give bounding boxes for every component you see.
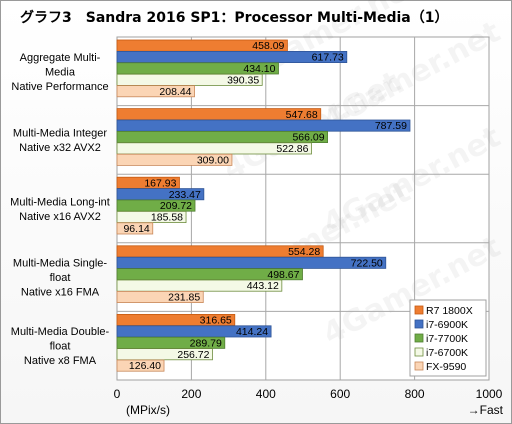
legend-label: i7-6900K [426,319,468,331]
bar-value-label: 231.85 [168,292,200,304]
bar-value-label: 126.40 [129,360,161,372]
legend-label: R7 1800X [426,305,473,317]
x-tick-label: 800 [405,387,425,401]
bar-value-label: 233.47 [169,189,201,201]
bar-value-label: 617.73 [312,52,344,64]
bar-value-label: 458.09 [252,40,284,52]
x-tick-label: 600 [330,387,350,401]
x-tick-label: 200 [181,387,201,401]
x-tick-label: 0 [114,387,121,401]
category-label: Multi-Media Long-int [10,196,110,208]
bar-value-label: 256.72 [177,349,209,361]
bar [116,256,387,269]
bar-value-label: 522.86 [276,143,308,155]
legend-label: i7-7700K [426,333,468,345]
category-label: Aggregate Multi- [20,52,101,64]
bar-value-label: 309.00 [197,154,229,166]
bar-value-label: 722.50 [351,257,383,269]
category-label: Multi-Media Double- [11,326,110,338]
category-label: float [50,272,71,284]
bar-value-label: 443.12 [247,280,279,292]
category-label: Native x32 AVX2 [19,142,101,154]
bar-value-label: 209.72 [160,200,192,212]
bar-value-label: 208.44 [159,86,191,98]
bar-value-label: 96.14 [123,223,149,235]
category-label: Multi-Media Single- [13,258,107,270]
legend-swatch [414,319,424,329]
chart-title: グラフ3 Sandra 2016 SP1：Processor Multi-Med… [20,9,448,26]
legend-swatch [414,361,424,371]
x-tick-label: 1000 [476,387,503,401]
bar [116,359,165,372]
bar-value-label: 566.09 [292,132,324,144]
category-label: Native x16 FMA [21,287,100,299]
direction-note: →Fast [468,403,504,417]
category-label: float [50,341,71,353]
bar [116,153,233,166]
bar-value-label: 414.24 [236,326,268,338]
category-label: Native x16 AVX2 [19,211,101,223]
bar-value-label: 289.79 [190,337,222,349]
x-axis-label: (MPix/s) [126,403,170,417]
bar-value-label: 185.58 [151,212,183,224]
bar-value-label: 547.68 [286,109,318,121]
x-tick-label: 400 [256,387,276,401]
legend-swatch [414,347,424,357]
bar-value-label: 498.67 [267,269,299,281]
legend-label: i7-6700K [426,347,468,359]
bar-value-label: 316.65 [200,315,232,327]
bar-value-label: 167.93 [144,177,176,189]
bar [116,85,195,98]
bar-value-label: 434.10 [243,63,275,75]
category-label: Native x8 FMA [24,355,97,367]
bar [116,119,411,132]
category-label: Multi-Media Integer [13,128,107,140]
legend-swatch [414,333,424,343]
bar [116,290,204,303]
bar [116,222,154,235]
bar-value-label: 787.59 [375,120,407,132]
bar [116,348,213,361]
legend-swatch [414,305,424,315]
bar-value-label: 554.28 [288,246,320,258]
category-label: Native Performance [11,81,108,93]
bar-value-label: 390.35 [227,74,259,86]
category-label: Media [45,66,76,78]
legend-label: FX-9590 [426,361,466,373]
